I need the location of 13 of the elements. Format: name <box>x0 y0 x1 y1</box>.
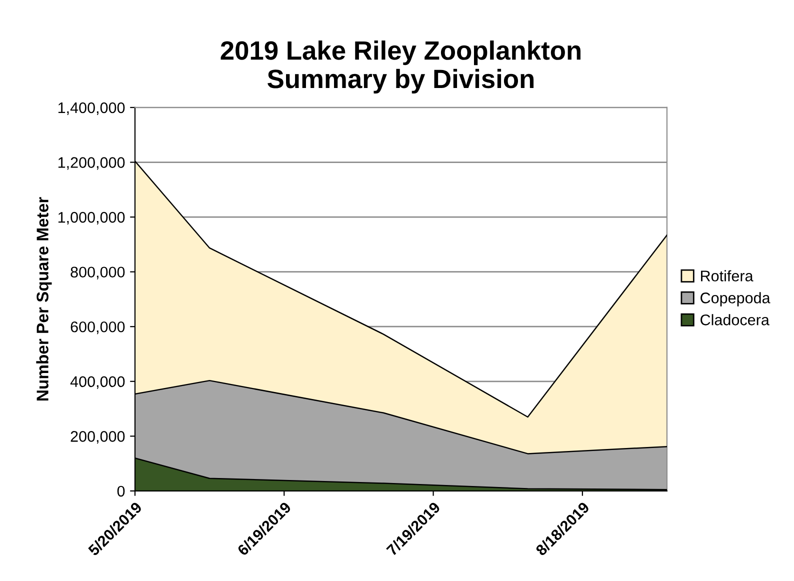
y-axis-title: Number Per Square Meter <box>36 197 52 400</box>
legend-label: Copepoda <box>700 292 770 306</box>
y-tick-label: 0 <box>117 486 125 497</box>
y-tick-label: 200,000 <box>70 431 125 444</box>
y-tick-label: 600,000 <box>70 321 125 334</box>
legend-label: Cladocera <box>700 314 770 326</box>
y-tick-label: 1,400,000 <box>58 102 125 115</box>
y-tick-label: 1,200,000 <box>58 157 125 170</box>
y-tick-label: 800,000 <box>70 266 125 280</box>
legend-label: Rotifera <box>701 270 754 282</box>
y-tick-label: 400,000 <box>70 376 125 389</box>
chart-title: 2019 Lake Riley Zooplankton Summary by Division <box>220 40 580 94</box>
y-tick-label: 1,000,000 <box>58 212 125 225</box>
